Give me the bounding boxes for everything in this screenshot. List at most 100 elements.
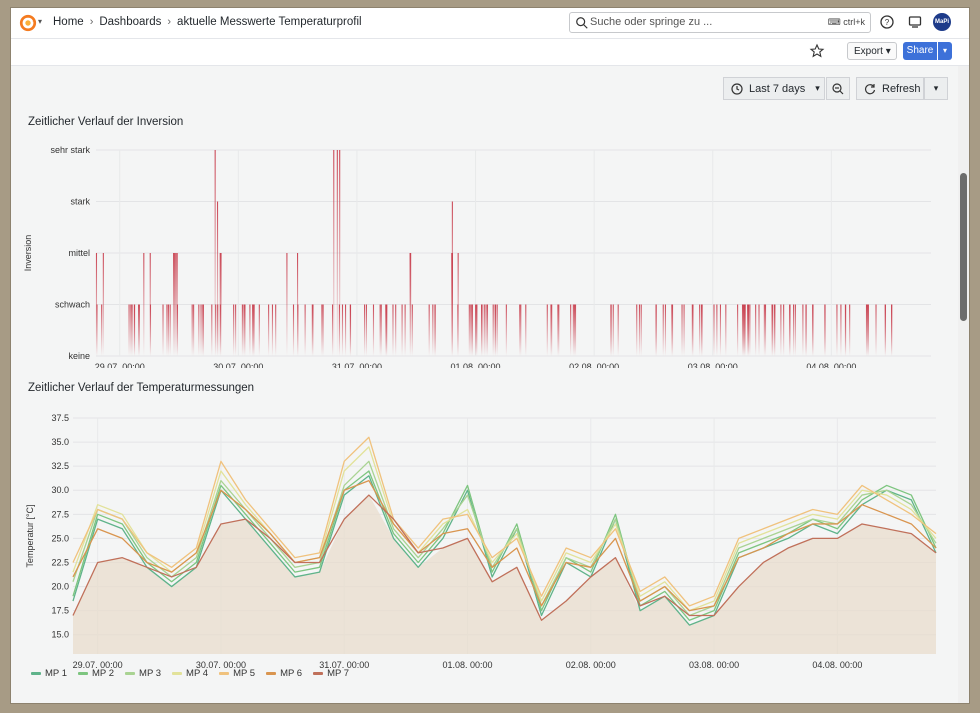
legend-label: MP 1 xyxy=(45,668,68,679)
share-button[interactable]: Share xyxy=(903,42,937,60)
temperature-chart[interactable]: 15.0 17.5 20.0 22.5 25.0 27.5 30.0 32.5 35.0 37.5… xyxy=(11,400,951,670)
legend-item[interactable]: MP 5 xyxy=(219,668,255,679)
inversion-bar xyxy=(304,304,306,356)
star-icon[interactable] xyxy=(809,43,825,59)
inversion-bar xyxy=(640,304,642,356)
breadcrumb-home[interactable]: Home xyxy=(53,16,84,28)
series-line-mp-7 xyxy=(72,494,937,621)
inversion-bar xyxy=(451,253,453,356)
series-line-mp-1 xyxy=(72,475,937,626)
inversion-bar xyxy=(428,304,430,356)
y-tick-label: 30.0 xyxy=(51,485,69,495)
inversion-bar xyxy=(219,304,221,356)
legend-swatch xyxy=(125,672,136,675)
inversion-bar xyxy=(138,304,140,356)
help-icon[interactable]: ? xyxy=(879,14,895,30)
inversion-bar xyxy=(249,304,251,356)
legend-label: MP 7 xyxy=(327,668,350,679)
breadcrumb: Home › Dashboards › aktuelle Messwerte T… xyxy=(53,16,362,28)
inversion-bar xyxy=(131,304,133,356)
refresh-label: Refresh xyxy=(882,82,921,95)
inversion-chart[interactable]: keine schwach mittel stark sehr stark Inversi… xyxy=(11,128,951,368)
legend-item[interactable]: MP 6 xyxy=(266,668,302,679)
x-tick-label: 29.07. 00:00 xyxy=(73,660,123,670)
inversion-bar xyxy=(411,304,413,356)
inversion-bar xyxy=(220,253,222,356)
scrollbar-track[interactable] xyxy=(958,66,969,703)
inversion-bar xyxy=(138,304,140,356)
inversion-bar xyxy=(743,304,746,356)
inversion-bar xyxy=(101,304,103,356)
inversion-bar xyxy=(322,304,324,356)
zoom-out-button[interactable] xyxy=(826,77,850,100)
inversion-bar xyxy=(636,304,638,356)
inversion-bar xyxy=(392,304,394,356)
browser-window: ▾ Home › Dashboards › aktuelle Messwerte… xyxy=(10,7,970,704)
x-tick-label: 03.08. 00:00 xyxy=(689,660,739,670)
inversion-bar xyxy=(372,304,375,356)
inversion-bar xyxy=(558,304,560,356)
legend-item[interactable]: MP 3 xyxy=(125,668,161,679)
inversion-bar xyxy=(409,253,411,356)
inversion-bar xyxy=(494,304,497,356)
grafana-logo-icon[interactable] xyxy=(19,14,37,32)
inversion-bar xyxy=(410,253,412,356)
inversion-bar xyxy=(701,304,703,356)
inversion-bar xyxy=(716,304,718,356)
inversion-bar xyxy=(700,304,703,356)
breadcrumb-dashboards[interactable]: Dashboards xyxy=(99,16,162,28)
inversion-bar xyxy=(794,304,796,356)
inversion-bar xyxy=(297,304,299,356)
inversion-bar xyxy=(167,304,169,356)
inversion-bar xyxy=(572,304,574,356)
series-line-mp-6 xyxy=(72,479,937,612)
inversion-bar xyxy=(162,304,164,356)
inversion-bar xyxy=(244,304,246,356)
x-tick-label: 01.08. 00:00 xyxy=(442,660,492,670)
inversion-bar xyxy=(385,304,387,356)
temperature-legend: MP 1 MP 2 MP 3 MP 4 MP 5 MP 6 MP 7 xyxy=(31,668,349,679)
inversion-bar xyxy=(744,304,746,356)
inversion-bar xyxy=(891,304,893,356)
inversion-bar xyxy=(252,304,254,356)
inversion-bar xyxy=(169,304,171,356)
chevron-down-icon[interactable]: ▾ xyxy=(38,17,43,26)
refresh-button[interactable]: Refresh xyxy=(856,77,924,100)
refresh-interval-dropdown[interactable]: ▾ xyxy=(924,77,948,100)
x-tick-label: 03.08. 00:00 xyxy=(688,362,738,368)
news-icon[interactable] xyxy=(907,14,923,30)
legend-label: MP 3 xyxy=(139,668,162,679)
time-range-picker[interactable]: Last 7 days ▾ xyxy=(723,77,825,100)
inversion-bar xyxy=(789,304,791,356)
inversion-bar xyxy=(749,304,751,356)
share-dropdown-button[interactable]: ▾ xyxy=(938,42,952,60)
inversion-bar xyxy=(311,304,313,356)
scrollbar-thumb[interactable] xyxy=(960,173,967,321)
legend-item[interactable]: MP 4 xyxy=(172,668,208,679)
inversion-bar xyxy=(550,304,552,356)
chevron-down-icon: ▾ xyxy=(815,83,820,93)
inversion-bar xyxy=(364,304,366,356)
inversion-bar xyxy=(312,304,314,356)
inversion-bar xyxy=(551,304,553,356)
inversion-bar xyxy=(655,304,657,356)
inversion-bar xyxy=(432,304,434,356)
inversion-bar xyxy=(824,304,826,356)
x-tick-label: 01.08. 00:00 xyxy=(451,362,501,368)
inversion-bar xyxy=(483,304,485,356)
avatar[interactable]: MaPi xyxy=(933,13,951,31)
inversion-bar xyxy=(200,304,202,356)
search-input[interactable]: Suche oder springe zu ... ⌨ ctrl+k xyxy=(569,12,871,33)
inversion-bar xyxy=(865,304,868,356)
legend-item[interactable]: MP 2 xyxy=(78,668,114,679)
legend-item[interactable]: MP 7 xyxy=(313,668,349,679)
inversion-bar xyxy=(344,304,347,356)
breadcrumb-current: aktuelle Messwerte Temperaturprofil xyxy=(177,16,362,28)
inversion-bar xyxy=(486,304,489,356)
x-tick-label: 04.08. 00:00 xyxy=(806,362,856,368)
inversion-bar xyxy=(193,304,195,356)
legend-item[interactable]: MP 1 xyxy=(31,668,67,679)
dashboard-actions-bar: Export ▾ Share ▾ xyxy=(11,39,969,66)
inversion-bar xyxy=(557,304,559,356)
export-button[interactable]: Export ▾ xyxy=(847,42,897,60)
